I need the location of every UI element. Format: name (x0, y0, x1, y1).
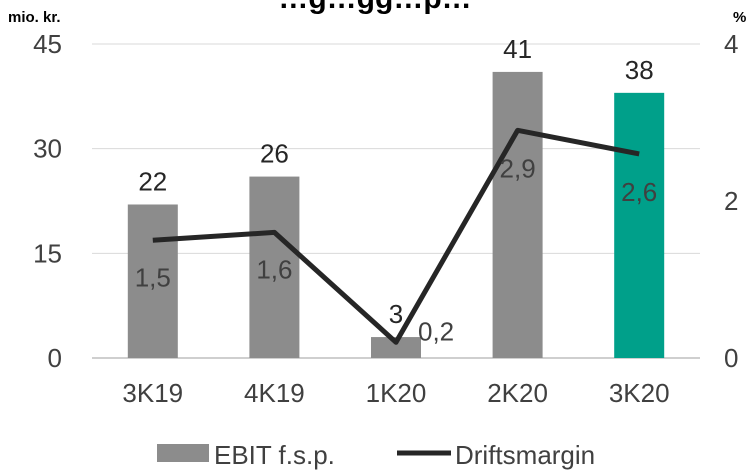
legend-bar-swatch (157, 444, 209, 462)
y-tick-label-left: 45 (33, 29, 62, 59)
bar-value-label: 41 (503, 34, 532, 64)
bar (492, 71, 543, 359)
bar (249, 176, 300, 358)
y-tick-label-right: 4 (724, 29, 738, 59)
y-tick-label-left: 15 (33, 238, 62, 268)
y-tick-label-left: 0 (48, 343, 62, 373)
line-series (152, 127, 640, 345)
line-value-label: 1,6 (256, 254, 292, 284)
x-tick-label: 4K19 (244, 378, 305, 408)
x-tick-label: 3K20 (609, 378, 670, 408)
legend: EBIT f.s.p. Driftsmargin (157, 440, 595, 470)
y-tick-label-right: 0 (724, 343, 738, 373)
bar-value-label: 26 (260, 139, 289, 169)
bar-series (127, 71, 665, 359)
bar (614, 92, 665, 358)
right-axis-unit: % (733, 9, 746, 26)
x-tick-label: 2K20 (487, 378, 548, 408)
y-tick-label-left: 30 (33, 134, 62, 164)
bar-value-label: 38 (625, 55, 654, 85)
data-labels: 22 26 3 41 38 1,5 1,6 0,2 2,9 2,6 (135, 34, 658, 346)
legend-bar-label: EBIT f.s.p. (214, 440, 335, 470)
axes: mio. kr. % …g…gg…p… 0 15 30 45 0 2 4 3K19 4K19 1K… (8, 0, 746, 408)
line-value-label: 1,5 (135, 262, 171, 292)
margin-line (152, 127, 640, 345)
bar (127, 204, 178, 358)
x-tick-label: 1K20 (366, 378, 427, 408)
y-tick-label-right: 2 (724, 186, 738, 216)
left-axis-unit: mio. kr. (8, 9, 61, 26)
line-value-label: 0,2 (418, 316, 454, 346)
legend-line-label: Driftsmargin (455, 440, 595, 470)
chart-title: …g…gg…p… (278, 0, 471, 15)
line-value-label: 2,6 (621, 177, 657, 207)
x-tick-label: 3K19 (122, 378, 183, 408)
bar (371, 337, 421, 358)
bar-value-label: 3 (389, 299, 403, 329)
bar-value-label: 22 (138, 166, 167, 196)
line-value-label: 2,9 (500, 153, 536, 183)
